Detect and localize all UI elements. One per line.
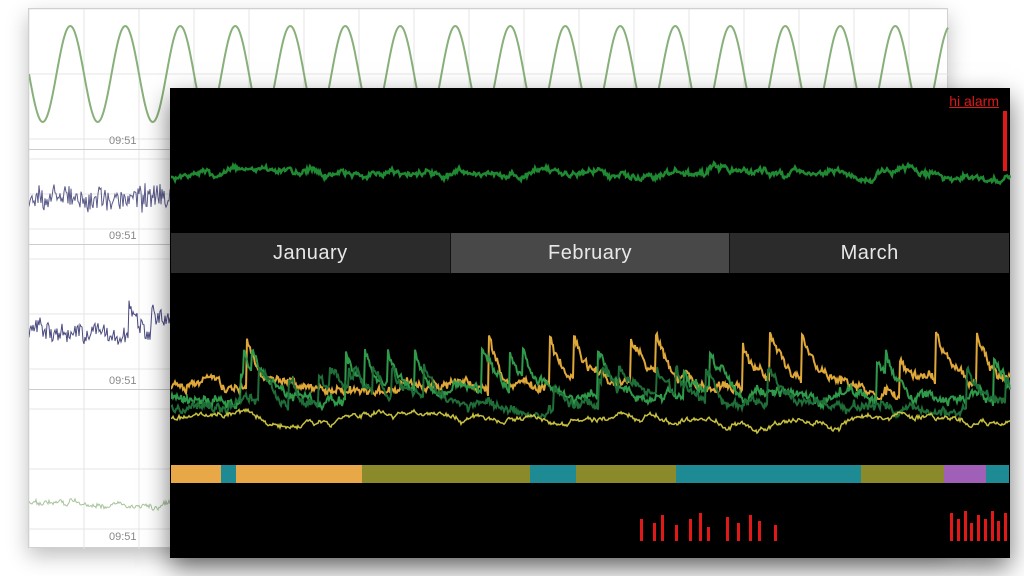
top-trace-canvas [171, 109, 1011, 219]
event-tick [640, 519, 643, 541]
event-tick [758, 521, 761, 541]
status-segment [171, 465, 221, 483]
event-tick [675, 525, 678, 541]
front-dark-panel: hi alarm JanuaryFebruaryMarch [170, 88, 1010, 558]
multi-trace-canvas [171, 279, 1011, 459]
back-time-label: 09:51 [109, 531, 137, 543]
back-time-label: 09:51 [109, 230, 137, 242]
event-tick [689, 519, 692, 541]
status-segment [676, 465, 860, 483]
month-tab-march[interactable]: March [730, 233, 1009, 273]
status-segment [576, 465, 677, 483]
event-tick-row [171, 509, 1009, 541]
event-tick [977, 515, 980, 541]
status-segment [944, 465, 986, 483]
month-tab-january[interactable]: January [171, 233, 451, 273]
event-tick [653, 523, 656, 541]
month-tab-february[interactable]: February [451, 233, 731, 273]
month-selector-bar: JanuaryFebruaryMarch [171, 233, 1009, 273]
event-tick [964, 511, 967, 541]
status-segment [221, 465, 236, 483]
event-tick [737, 523, 740, 541]
event-tick [661, 515, 664, 541]
event-tick [749, 515, 752, 541]
alarm-label: hi alarm [949, 93, 999, 109]
back-time-label: 09:51 [109, 135, 137, 147]
event-tick [699, 513, 702, 541]
event-tick [707, 527, 710, 541]
status-segment [986, 465, 1009, 483]
event-tick [970, 523, 973, 541]
status-segment [530, 465, 576, 483]
status-segment [362, 465, 530, 483]
event-tick [726, 517, 729, 541]
status-segment [861, 465, 945, 483]
event-tick [774, 525, 777, 541]
event-tick [950, 513, 953, 541]
back-time-label: 09:51 [109, 375, 137, 387]
status-segment [236, 465, 362, 483]
stage: 09:51 09:51 09:51 09:51 hi alarm JanuaryFeb… [0, 0, 1024, 576]
event-tick [1004, 513, 1007, 541]
event-tick [997, 521, 1000, 541]
event-tick [984, 519, 987, 541]
event-tick [957, 519, 960, 541]
event-tick [991, 511, 994, 541]
status-color-strip [171, 465, 1009, 483]
